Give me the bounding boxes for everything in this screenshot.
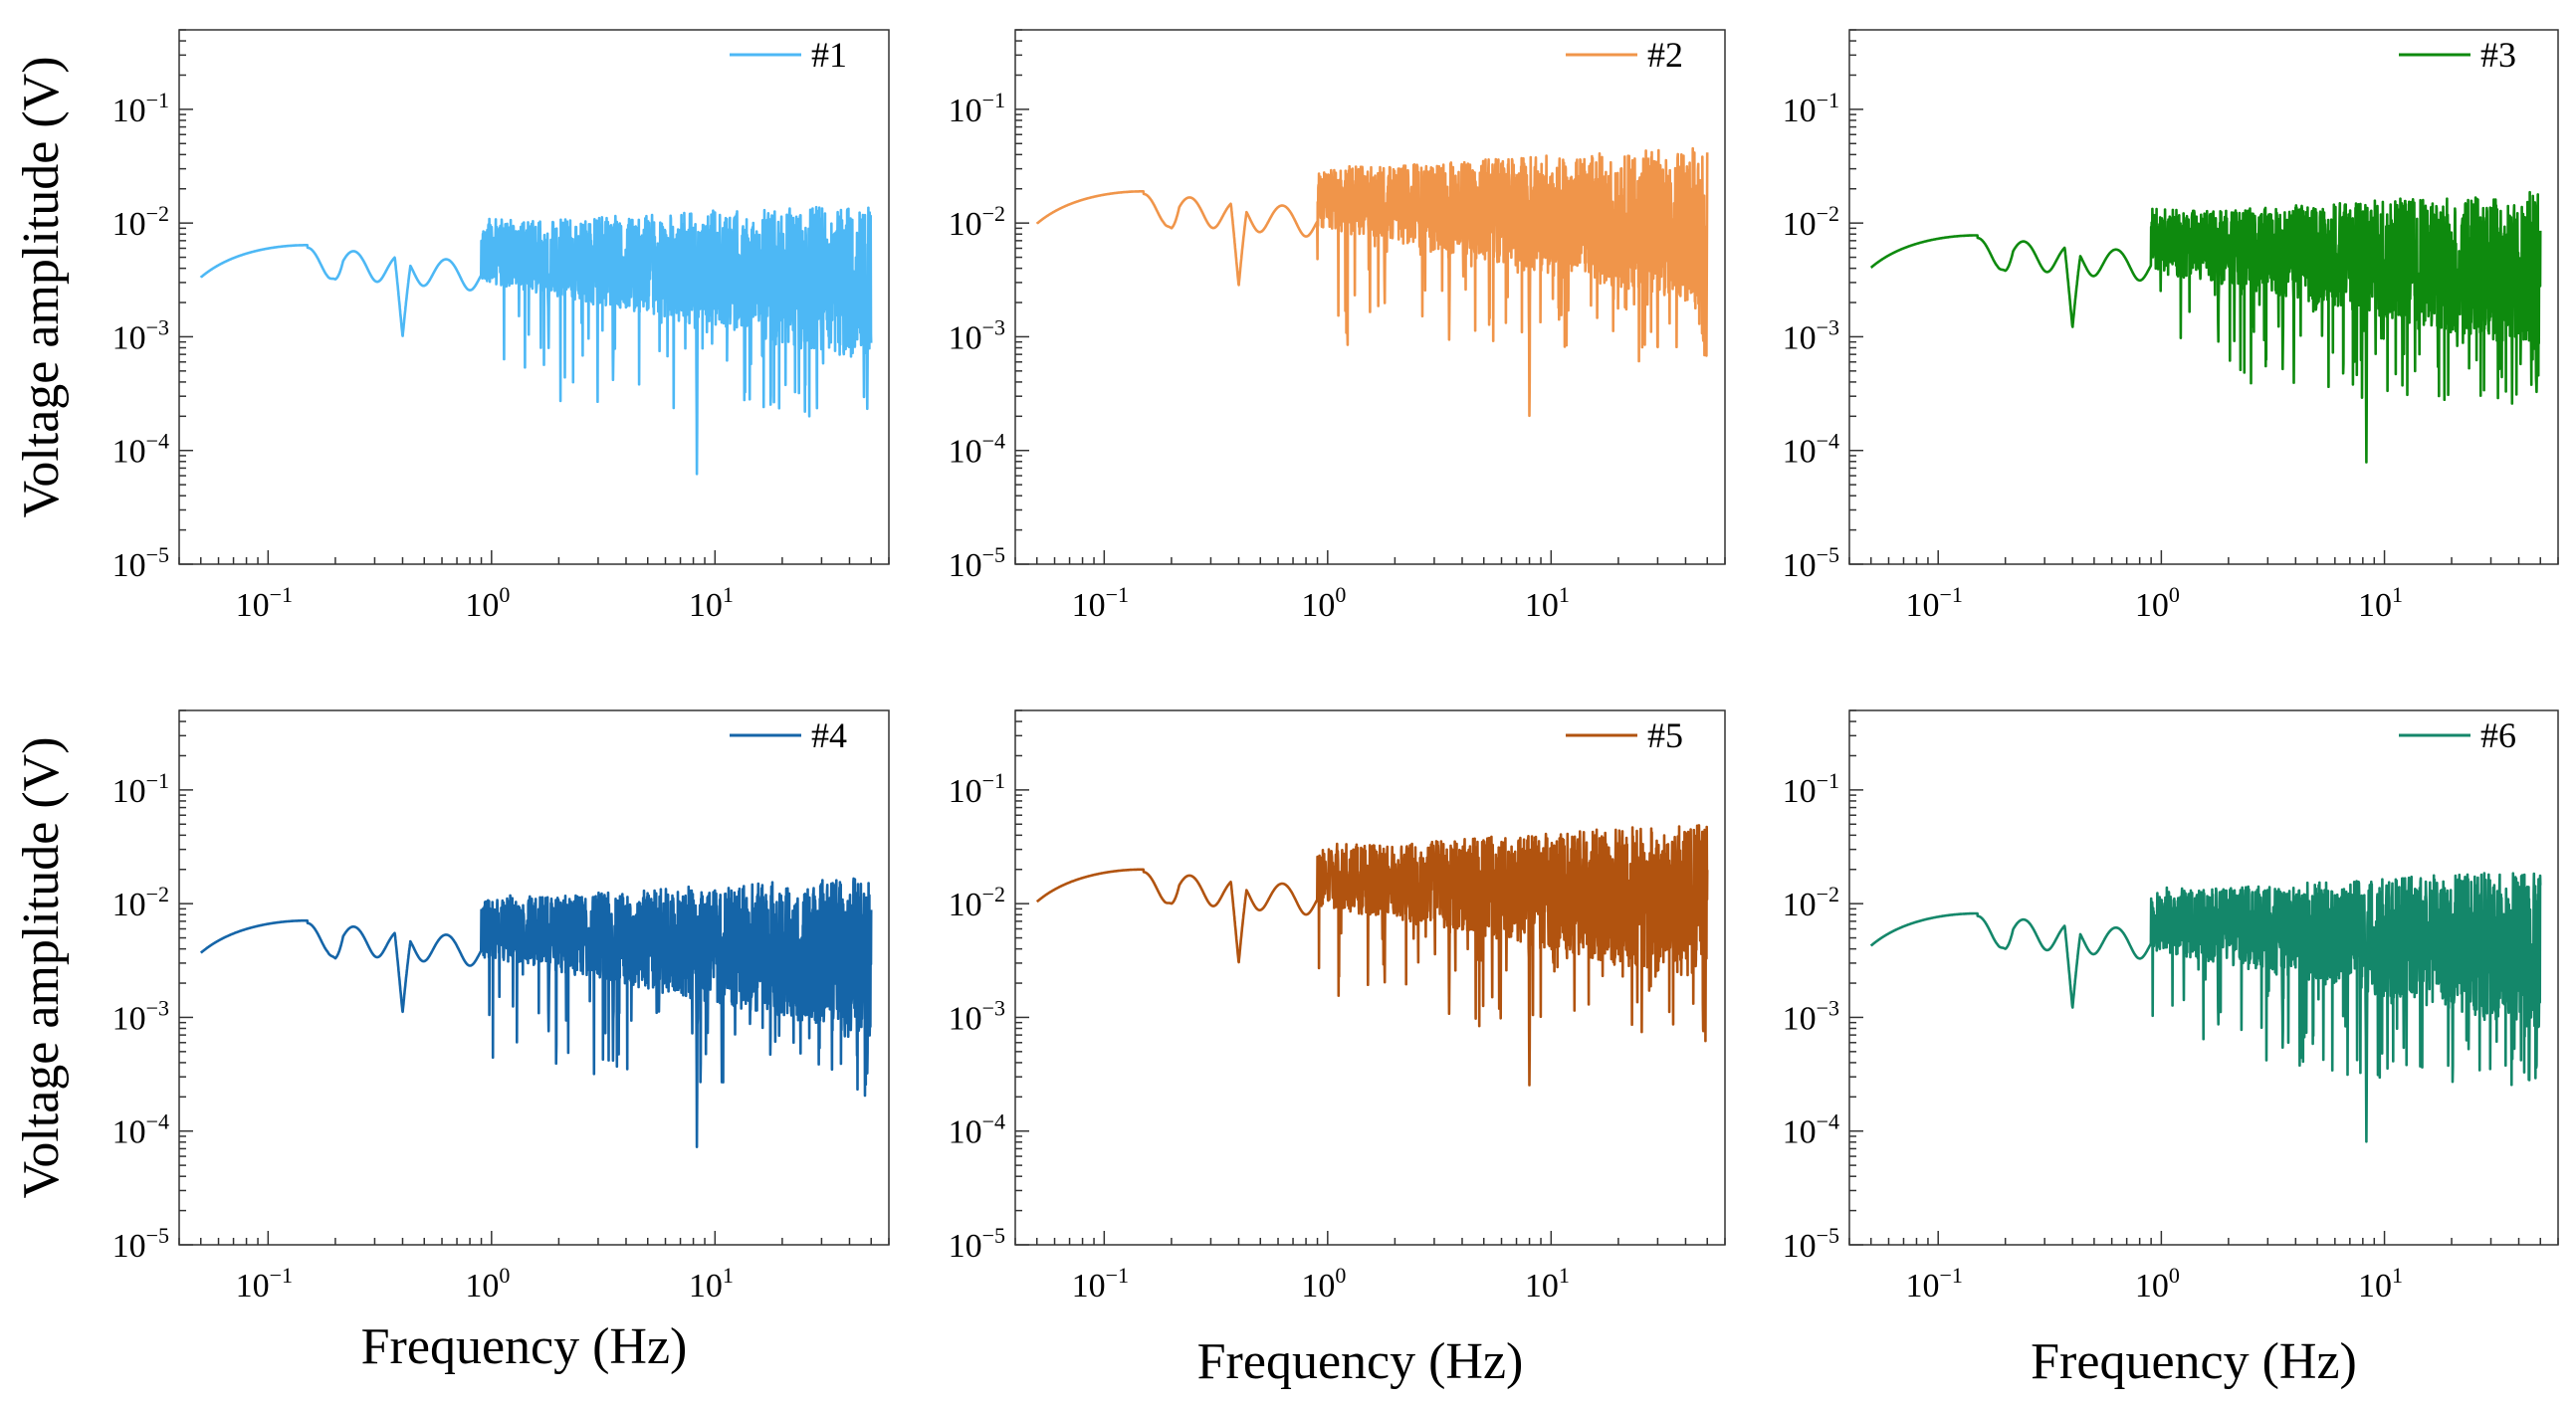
y-tick-label: 10−2	[949, 201, 1005, 243]
x-tick-label: 101	[1525, 582, 1570, 624]
x-tick-label: 10−1	[1905, 582, 1962, 624]
y-tick-label: 10−5	[1783, 1223, 1839, 1265]
y-tick-label: 10−4	[112, 1109, 169, 1151]
legend-label: #5	[1647, 715, 1683, 755]
y-tick-label: 10−2	[1783, 882, 1839, 923]
x-tick-label: 101	[1525, 1263, 1570, 1305]
chart-panel-2: 10−1 100 101 10−5 10−4 10−3 10−2 10−1 #2	[949, 29, 1726, 624]
legend-label: #2	[1647, 35, 1683, 75]
y-tick-label: 10−4	[949, 1109, 1005, 1151]
chart-panel-3: 10−1 100 101 10−5 10−4 10−3 10−2 10−1 #3	[1783, 29, 2559, 624]
y-tick-label: 10−3	[949, 314, 1005, 356]
y-tick-label: 10−5	[112, 542, 169, 584]
y-axis-title: Voltage amplitude (V)	[13, 56, 70, 517]
x-tick-label: 100	[465, 1263, 510, 1305]
x-tick-label: 101	[689, 1263, 734, 1305]
x-tick-label: 100	[2135, 1263, 2180, 1305]
x-tick-label: 100	[465, 582, 510, 624]
x-axis-title: Frequency (Hz)	[361, 1318, 688, 1375]
y-tick-label: 10−1	[949, 768, 1005, 810]
x-tick-label: 10−1	[1905, 1263, 1962, 1305]
y-tick-label: 10−3	[112, 995, 169, 1037]
y-tick-label: 10−1	[112, 88, 169, 129]
plot-frame	[178, 709, 890, 1246]
y-tick-label: 10−3	[949, 995, 1005, 1037]
y-tick-label: 10−1	[1783, 768, 1839, 810]
y-tick-label: 10−2	[949, 882, 1005, 923]
y-tick-label: 10−4	[112, 429, 169, 471]
series-line-n2	[1035, 146, 1709, 418]
x-tick-label: 101	[2358, 1263, 2403, 1305]
series-line-n1	[199, 205, 873, 476]
legend-label: #4	[811, 715, 847, 755]
x-tick-label: 10−1	[1072, 1263, 1129, 1305]
series-line-n3	[1869, 190, 2542, 464]
x-tick-label: 100	[1301, 1263, 1346, 1305]
y-tick-label: 10−5	[949, 1223, 1005, 1265]
x-tick-label: 10−1	[1072, 582, 1129, 624]
y-tick-label: 10−1	[949, 88, 1005, 129]
y-tick-label: 10−2	[112, 201, 169, 243]
plot-frame	[1014, 709, 1726, 1246]
y-tick-label: 10−5	[112, 1223, 169, 1265]
x-tick-label: 101	[689, 582, 734, 624]
plot-frame	[1848, 709, 2559, 1246]
y-tick-label: 10−4	[1783, 1109, 1839, 1151]
chart-panel-6: 10−1 100 101 10−5 10−4 10−3 10−2 10−1 #6 Frequenc…	[1783, 709, 2559, 1390]
legend-label: #6	[2480, 715, 2516, 755]
y-tick-label: 10−5	[1783, 542, 1839, 584]
y-tick-label: 10−1	[112, 768, 169, 810]
y-tick-label: 10−2	[112, 882, 169, 923]
y-tick-label: 10−1	[1783, 88, 1839, 129]
chart-panel-1: 10−1 100 101 10−5 10−4 10−3 10−2 10−1 #1 Voltage …	[13, 29, 890, 624]
y-tick-label: 10−3	[1783, 995, 1839, 1037]
y-tick-label: 10−3	[112, 314, 169, 356]
y-tick-label: 10−5	[949, 542, 1005, 584]
y-tick-label: 10−2	[1783, 201, 1839, 243]
plot-frame	[178, 29, 890, 565]
x-tick-label: 10−1	[236, 582, 293, 624]
x-axis-title: Frequency (Hz)	[2031, 1333, 2357, 1390]
legend-label: #1	[811, 35, 847, 75]
y-axis-title: Voltage amplitude (V)	[13, 736, 70, 1198]
series-line-n6	[1869, 872, 2542, 1143]
chart-panel-5: 10−1 100 101 10−5 10−4 10−3 10−2 10−1 #5 Frequenc…	[949, 709, 1726, 1390]
y-tick-label: 10−3	[1783, 314, 1839, 356]
plot-frame	[1848, 29, 2559, 565]
x-tick-label: 101	[2358, 582, 2403, 624]
x-tick-label: 10−1	[236, 1263, 293, 1305]
x-tick-label: 100	[1301, 582, 1346, 624]
plot-frame	[1014, 29, 1726, 565]
series-line-n4	[199, 877, 873, 1148]
x-axis-title: Frequency (Hz)	[1197, 1333, 1524, 1390]
y-tick-label: 10−4	[949, 429, 1005, 471]
x-tick-label: 100	[2135, 582, 2180, 624]
y-tick-label: 10−4	[1783, 429, 1839, 471]
legend-label: #3	[2480, 35, 2516, 75]
chart-panel-4: 10−1 100 101 10−5 10−4 10−3 10−2 10−1 #4 Voltage …	[13, 709, 890, 1375]
series-line-n5	[1035, 824, 1709, 1087]
